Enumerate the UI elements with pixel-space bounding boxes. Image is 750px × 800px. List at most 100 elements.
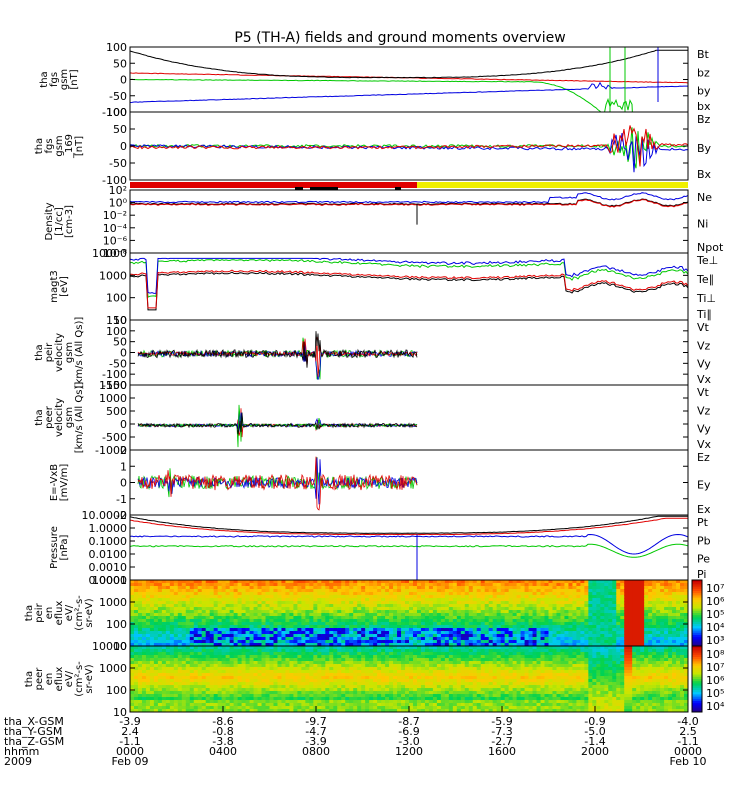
- spectrogram-cell: [277, 670, 283, 674]
- spectrogram-cell: [536, 628, 542, 632]
- spectrogram-cell: [249, 667, 255, 671]
- spectrogram-cell: [277, 667, 283, 671]
- spectrogram-cell: [668, 580, 673, 584]
- spectrogram-cell: [684, 634, 688, 638]
- spectrogram-cell: [353, 697, 358, 701]
- spectrogram-cell: [556, 613, 562, 617]
- spectrogram-cell: [389, 679, 394, 683]
- spectrogram-cell: [221, 598, 227, 602]
- spectrogram-cell: [185, 700, 191, 704]
- spectrogram-cell: [213, 610, 219, 614]
- spectrogram-cell: [412, 655, 418, 659]
- spectrogram-cell: [213, 586, 219, 590]
- spectrogram-cell: [584, 607, 589, 611]
- y-axis-label: tha: [24, 605, 35, 621]
- spectrogram-cell: [452, 592, 458, 596]
- spectrogram-cell: [357, 622, 362, 626]
- colorbar-cell: [692, 582, 702, 585]
- spectrogram-cell: [281, 601, 287, 605]
- spectrogram-cell: [321, 709, 326, 712]
- spectrogram-cell: [389, 691, 394, 695]
- spectrogram-cell: [564, 628, 570, 632]
- y-axis-label: velocity: [54, 333, 65, 372]
- spectrogram-cell: [249, 649, 255, 653]
- spectrogram-cell: [313, 592, 318, 596]
- spectrogram-cell: [353, 613, 358, 617]
- spectrogram-cell: [552, 580, 558, 584]
- spectrogram-cell: [361, 685, 366, 689]
- y-axis-label: en: [44, 607, 55, 620]
- spectrogram-cell: [229, 661, 235, 665]
- spectrogram-cell: [644, 595, 649, 599]
- spectrogram-cell: [237, 667, 243, 671]
- spectrogram-cell: [373, 598, 378, 602]
- spectrogram-cell: [261, 622, 267, 626]
- spectrogram-cell: [205, 583, 211, 587]
- spectrogram-cell: [153, 628, 159, 632]
- spectrogram-cell: [217, 709, 223, 712]
- spectrogram-cell: [305, 700, 310, 704]
- spectrogram-cell: [229, 673, 235, 677]
- spectrogram-cell: [576, 637, 581, 641]
- spectrogram-cell: [620, 631, 625, 635]
- spectrogram-cell: [241, 691, 247, 695]
- spectrogram-cell: [305, 697, 310, 701]
- spectrogram-cell: [480, 640, 486, 644]
- spectrogram-cell: [401, 595, 406, 599]
- spectrogram-cell: [405, 664, 410, 668]
- spectrogram-cell: [233, 700, 239, 704]
- spectrogram-cell: [644, 622, 649, 626]
- spectrogram-cell: [448, 610, 454, 614]
- spectrogram-cell: [297, 583, 302, 587]
- y-tick-label: 100: [106, 41, 127, 54]
- spectrogram-cell: [229, 592, 235, 596]
- spectrogram-cell: [333, 586, 338, 590]
- spectrogram-cell: [269, 619, 275, 623]
- y-tick-label: 0: [120, 140, 127, 153]
- spectrogram-cell: [289, 661, 295, 665]
- spectrogram-cell: [321, 601, 326, 605]
- spectrogram-cell: [560, 589, 566, 593]
- spectrogram-cell: [353, 595, 358, 599]
- spectrogram-cell: [640, 607, 645, 611]
- spectrogram-cell: [373, 706, 378, 710]
- spectrogram-cell: [365, 580, 370, 584]
- panel-plot-area: [130, 257, 688, 311]
- spectrogram-cell: [432, 643, 438, 646]
- spectrogram-cell: [349, 637, 354, 641]
- spectrogram-cell: [185, 697, 191, 701]
- spectrogram-cell: [181, 583, 187, 587]
- spectrogram-cell: [576, 613, 581, 617]
- legend-entry: by: [697, 85, 711, 98]
- spectrogram-cell: [612, 604, 617, 608]
- spectrogram-cell: [133, 625, 139, 629]
- spectrogram-cell: [217, 622, 223, 626]
- spectrogram-cell: [257, 598, 263, 602]
- spectrogram-cell: [293, 595, 298, 599]
- spectrogram-cell: [353, 592, 358, 596]
- spectrogram-cell: [261, 652, 267, 656]
- spectrogram-cell: [397, 697, 402, 701]
- spectrogram-cell: [253, 616, 259, 620]
- spectrogram-cell: [472, 595, 478, 599]
- spectrogram-cell: [245, 592, 251, 596]
- spectrogram-cell: [221, 601, 227, 605]
- spectrogram-cell: [353, 658, 358, 662]
- spectrogram-cell: [281, 580, 287, 584]
- spectrogram-cell: [381, 664, 386, 668]
- spectrogram-cell: [225, 703, 231, 707]
- spectrogram-cell: [532, 580, 538, 584]
- spectrogram-cell: [540, 598, 546, 602]
- spectrogram-cell: [333, 679, 338, 683]
- spectrogram-cell: [412, 688, 418, 692]
- spectrogram-cell: [353, 700, 358, 704]
- spectrogram-cell: [137, 598, 143, 602]
- spectrogram-cell: [313, 640, 318, 644]
- spectrogram-cell: [357, 679, 362, 683]
- spectrogram-cell: [484, 601, 490, 605]
- spectrogram-cell: [381, 637, 386, 641]
- spectrogram-cell: [249, 706, 255, 710]
- spectrogram-cell: [293, 613, 298, 617]
- spectrogram-cell: [269, 637, 275, 641]
